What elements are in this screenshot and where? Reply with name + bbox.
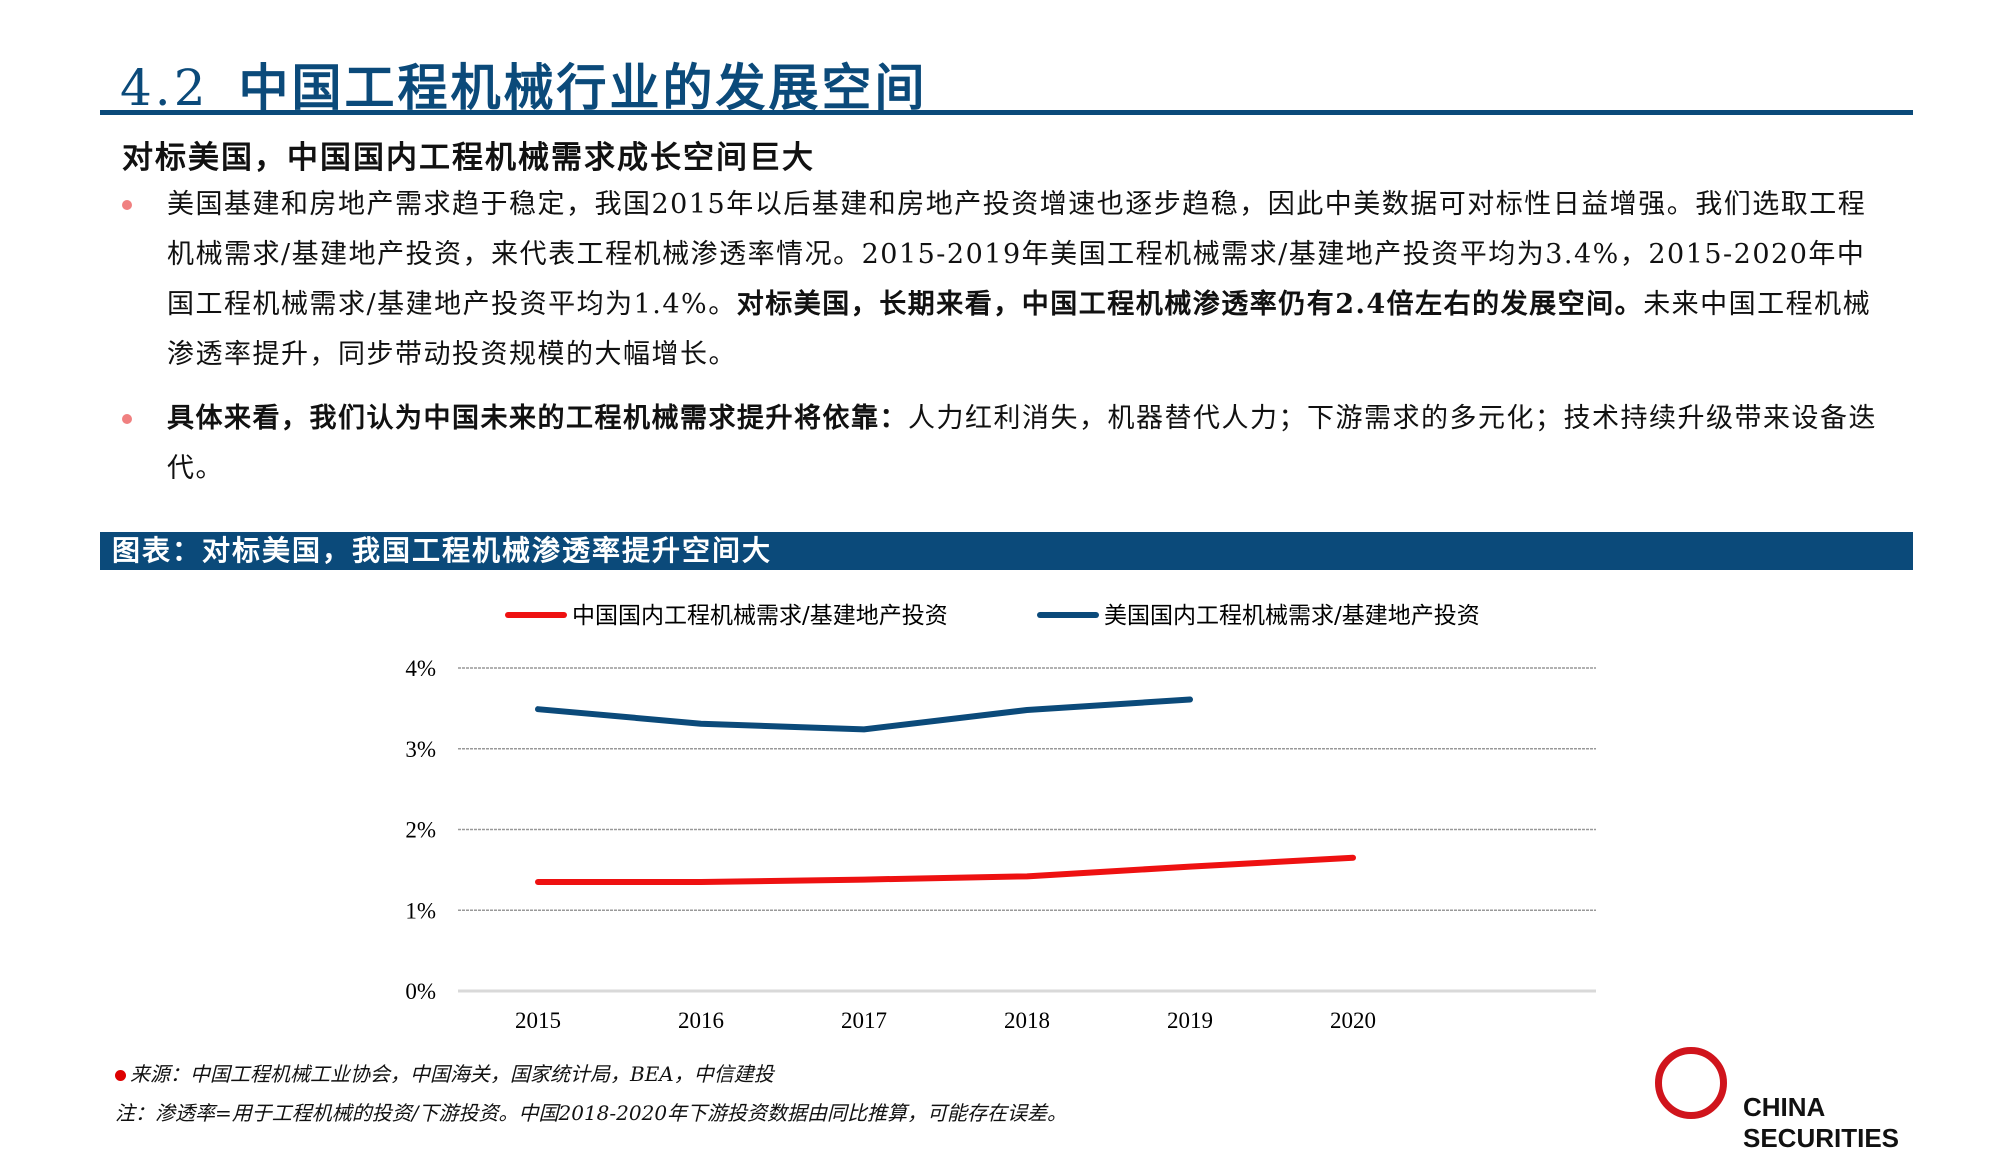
footnote: 注：渗透率=用于工程机械的投资/下游投资。中国2018-2020年下游投资数据由… xyxy=(115,1097,1067,1126)
line-chart: 0% 1% 2% 3% 4% 2015 2016 2017 2018 2019 2020 中国国内工程… xyxy=(0,0,2000,1125)
china-securities-logo: CHINA SECURITIES xyxy=(1655,1042,1985,1122)
y-tick-label: 0% xyxy=(405,979,436,1004)
x-tick-label: 2020 xyxy=(1330,1008,1376,1033)
y-tick-label: 3% xyxy=(405,737,436,762)
source-note: 来源：中国工程机械工业协会，中国海关，国家统计局，BEA，中信建投 xyxy=(115,1058,774,1087)
logo-emblem-icon xyxy=(1655,1047,1727,1119)
red-dot-icon xyxy=(115,1070,126,1081)
logo-text: CHINA SECURITIES xyxy=(1743,1092,1985,1154)
x-tick-label: 2017 xyxy=(841,1008,887,1033)
legend-label: 中国国内工程机械需求/基建地产投资 xyxy=(572,603,948,629)
y-tick-label: 1% xyxy=(405,898,436,923)
x-tick-label: 2015 xyxy=(515,1008,561,1033)
legend-label: 美国国内工程机械需求/基建地产投资 xyxy=(1104,603,1480,629)
x-tick-label: 2018 xyxy=(1004,1008,1050,1033)
source-text: 来源：中国工程机械工业协会，中国海关，国家统计局，BEA，中信建投 xyxy=(130,1062,774,1086)
series-line xyxy=(538,699,1190,729)
series-line xyxy=(538,858,1353,882)
x-tick-label: 2019 xyxy=(1167,1008,1213,1033)
x-tick-label: 2016 xyxy=(678,1008,724,1033)
y-tick-label: 2% xyxy=(405,818,436,843)
y-tick-label: 4% xyxy=(405,656,436,681)
